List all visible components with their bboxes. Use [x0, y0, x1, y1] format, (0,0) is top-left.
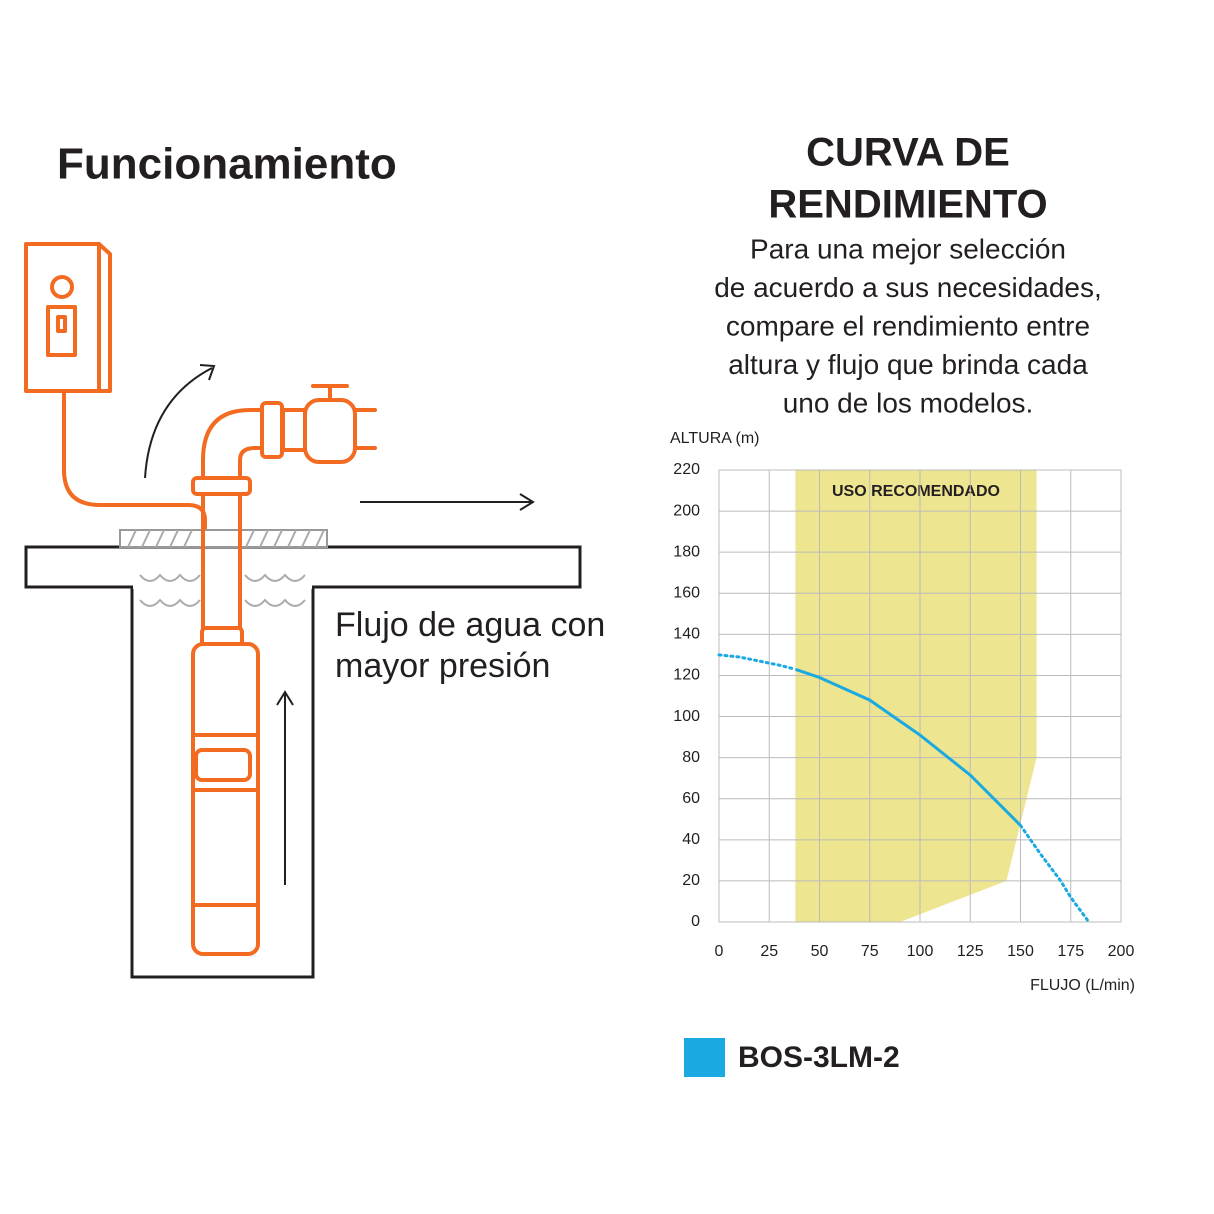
legend-label: BOS-3LM-2: [738, 1041, 900, 1074]
y-tick-label: 60: [682, 790, 700, 807]
arrow-up: [276, 690, 294, 885]
y-tick-label: 140: [673, 626, 700, 643]
illustration: Funcionamiento Flujo de agua con: [24, 140, 605, 979]
legend-swatch: [684, 1038, 725, 1077]
chart-title: CURVA DE: [806, 131, 1010, 175]
series-line: [717, 653, 797, 671]
y-tick-label: 0: [691, 913, 700, 930]
arrow-up-curve: [144, 367, 213, 479]
valve-handle: [311, 384, 349, 402]
y-tick-label: 120: [673, 667, 700, 684]
chart-subtitle: Para una mejor selección: [750, 233, 1066, 264]
x-tick-label: 200: [1108, 943, 1135, 960]
zone-label: USO RECOMENDADO: [832, 483, 1000, 500]
hatch: [127, 529, 325, 548]
y-tick-label: 200: [673, 502, 700, 519]
caption-line: Flujo de agua con: [335, 606, 605, 644]
chart-title: RENDIMIENTO: [768, 183, 1047, 227]
recommended-zone: [795, 470, 1037, 922]
chart: CURVA DE RENDIMIENTO Para una mejor selecc…: [670, 131, 1135, 1077]
pipe-ring: [191, 476, 252, 496]
valve: [303, 398, 357, 464]
y-tick-label: 180: [673, 543, 700, 560]
box-switch: [46, 305, 77, 357]
x-tick-label: 100: [907, 943, 934, 960]
arrowhead: [199, 364, 216, 381]
box-light: [50, 275, 74, 299]
x-tick-label: 50: [811, 943, 829, 960]
chart-subtitle: de acuerdo a sus necesidades,: [714, 272, 1102, 303]
valve-neck: [281, 408, 307, 452]
series-line: [1019, 823, 1091, 924]
y-axis-label: ALTURA (m): [670, 430, 759, 447]
well-opening: [133, 549, 312, 589]
arrow-right: [360, 493, 535, 511]
pipe-joint: [260, 401, 284, 459]
left-title: Funcionamiento: [57, 140, 397, 189]
chart-subtitle: altura y flujo que brinda cada: [728, 349, 1088, 380]
pipe: [201, 408, 377, 632]
y-tick-label: 100: [673, 708, 700, 725]
series-line: [794, 667, 1022, 827]
chart-subtitle: compare el rendimiento entre: [726, 310, 1090, 341]
water: [139, 573, 306, 607]
chart-subtitle: uno de los modelos.: [783, 387, 1034, 418]
cover: [119, 529, 328, 548]
x-tick-label: 150: [1007, 943, 1034, 960]
x-tick-label: 25: [760, 943, 778, 960]
x-tick-label: 0: [715, 943, 724, 960]
caption-line: mayor presión: [335, 647, 550, 685]
x-tick-label: 125: [957, 943, 984, 960]
pump: [191, 642, 260, 956]
pump-bands: [191, 733, 260, 907]
y-tick-label: 40: [682, 831, 700, 848]
pump-label: [194, 748, 252, 782]
y-tick-label: 20: [682, 872, 700, 889]
y-tick-label: 160: [673, 584, 700, 601]
switch-knob: [56, 315, 67, 333]
y-tick-label: 80: [682, 749, 700, 766]
box-side: [97, 242, 112, 393]
y-tick-label: 220: [673, 461, 700, 478]
x-tick-label: 175: [1057, 943, 1084, 960]
x-tick-label: 75: [861, 943, 879, 960]
x-axis-label: FLUJO (L/min): [1030, 977, 1135, 994]
